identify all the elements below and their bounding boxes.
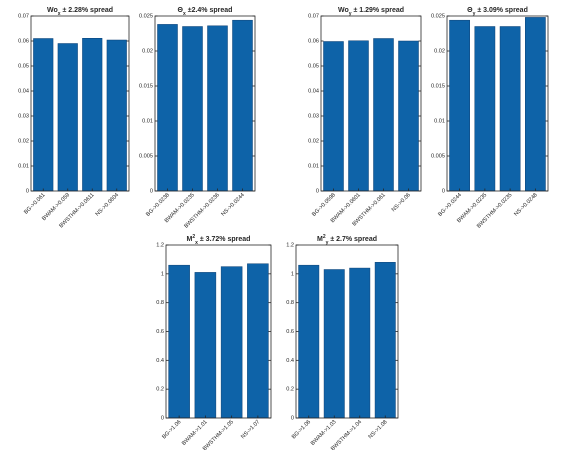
y-tick-label: 0 [26,188,29,194]
y-tick-label: 0.8 [286,300,294,306]
y-tick-label: 1.2 [286,242,294,248]
bar-2 [182,26,203,192]
y-tick-label: 0 [316,188,319,194]
chart-title: Wox ± 2.28% spread [47,7,113,17]
y-tick-label: 0.4 [286,358,294,364]
x-tick-label: NS->1.07 [240,419,261,440]
bar-chart-6: M2y ± 2.7% spread 0 0.2 0.4 0.6 0.8 1 1.2 BG->1.… [286,234,399,450]
chart-title: Θy ± 3.09% spread [467,7,528,17]
y-tick-label: 0.2 [286,387,294,393]
bar-1 [449,19,470,192]
y-tick-label: 0.07 [308,13,319,19]
bar-4 [106,39,127,192]
chart-title: Θx ±2.4% spread [178,7,233,17]
y-tick-label: 0.04 [18,88,29,94]
y-tick-label: 0.015 [139,83,153,89]
y-tick-label: 0.8 [156,300,164,306]
x-tick-label: BWAM->1.03 [310,419,338,447]
y-tick-label: 0.6 [286,329,294,335]
bar-chart-3: Woy ± 1.29% spread 0 0.01 0.02 0.03 0.04 0.05 0… [308,7,422,228]
bar-1 [323,41,344,192]
x-tick-label: NS->1.08 [368,419,389,440]
plot-frame [320,15,422,192]
x-tick-label: BG->0.061 [23,192,46,215]
chart-title: Woy ± 1.29% spread [338,7,404,17]
bar-chart-2: Θx ±2.4% spread 0 0.005 0.01 0.015 0.02 0.025 B… [139,7,256,230]
bar-chart-5: M2x ± 3.72% spread 0 0.2 0.4 0.6 0.8 1 1.2 BG->1… [156,234,272,450]
x-tick-label: BWAM->1.01 [181,419,209,447]
y-tick-label: 0.025 [431,13,445,19]
y-tick-label: 0.015 [431,83,445,89]
y-tick-label: 0.01 [434,118,445,124]
y-tick-label: 0.03 [18,113,29,119]
bar-1 [33,38,54,192]
bar-3 [373,38,394,192]
y-tick-label: 0.01 [142,118,153,124]
bar-1 [157,24,178,192]
chart-title: M2x ± 3.72% spread [187,234,251,246]
x-tick-label: BG->1.06 [161,419,182,440]
bar-2 [194,272,217,419]
y-tick-label: 1 [291,271,294,277]
bar-3 [82,38,103,192]
bar-4 [247,263,269,419]
x-tick-label: BG->0.0244 [437,192,463,218]
y-tick-label: 0.025 [139,13,153,19]
plot-frame [154,15,256,192]
bar-1 [298,264,320,419]
bar-1 [168,264,190,419]
bar-3 [349,267,371,419]
x-tick-label: NS->0.06 [391,192,412,213]
chart-title: M2y ± 2.7% spread [317,234,377,246]
plot-frame [446,15,549,192]
y-tick-label: 0.01 [18,163,29,169]
bar-2 [57,43,78,192]
y-tick-label: 0.07 [18,13,29,19]
y-tick-label: 1.2 [156,242,164,248]
y-tick-label: 0.06 [308,38,319,44]
y-tick-label: 0.02 [142,48,153,54]
x-tick-label: BG->0.0238 [145,192,171,218]
y-tick-label: 0.2 [156,387,164,393]
bar-2 [474,26,496,192]
y-tick-label: 0.05 [18,63,29,69]
bar-2 [323,269,345,419]
x-tick-label: BG->0.0598 [311,192,337,218]
y-tick-label: 0.6 [156,329,164,335]
y-tick-label: 0 [161,415,164,421]
x-tick-label: NS->0.0244 [220,192,245,217]
bar-3 [499,26,521,192]
y-tick-label: 0.02 [18,138,29,144]
y-tick-label: 0.03 [308,113,319,119]
bar-3 [220,266,243,419]
y-tick-label: 0.02 [434,48,445,54]
bar-2 [348,40,369,192]
y-tick-label: 0 [291,415,294,421]
bar-chart-4: Θy ± 3.09% spread 0 0.005 0.01 0.015 0.02 0.02… [431,7,549,230]
bar-4 [374,262,396,419]
y-tick-label: 0.01 [308,163,319,169]
x-tick-label: NS->0.0248 [513,192,538,217]
y-tick-label: 0 [150,188,153,194]
y-tick-label: 0.005 [139,153,153,159]
x-tick-label: BG->1.06 [291,419,312,440]
bar-4 [398,40,419,192]
bar-3 [207,25,228,192]
y-tick-label: 0.005 [431,153,445,159]
y-tick-label: 1 [161,271,164,277]
x-tick-label: NS->0.0604 [95,192,120,217]
y-tick-label: 0.06 [18,38,29,44]
y-tick-label: 0.04 [308,88,319,94]
y-tick-label: 0.05 [308,63,319,69]
bar-4 [232,19,253,192]
y-tick-label: 0.02 [308,138,319,144]
bar-chart-1: Wox ± 2.28% spread 0 0.01 0.02 0.03 0.04 0.05 0… [18,7,130,229]
bar-4 [525,17,546,192]
y-tick-label: 0.4 [156,358,164,364]
plot-frame [30,15,130,192]
y-tick-label: 0 [442,188,445,194]
